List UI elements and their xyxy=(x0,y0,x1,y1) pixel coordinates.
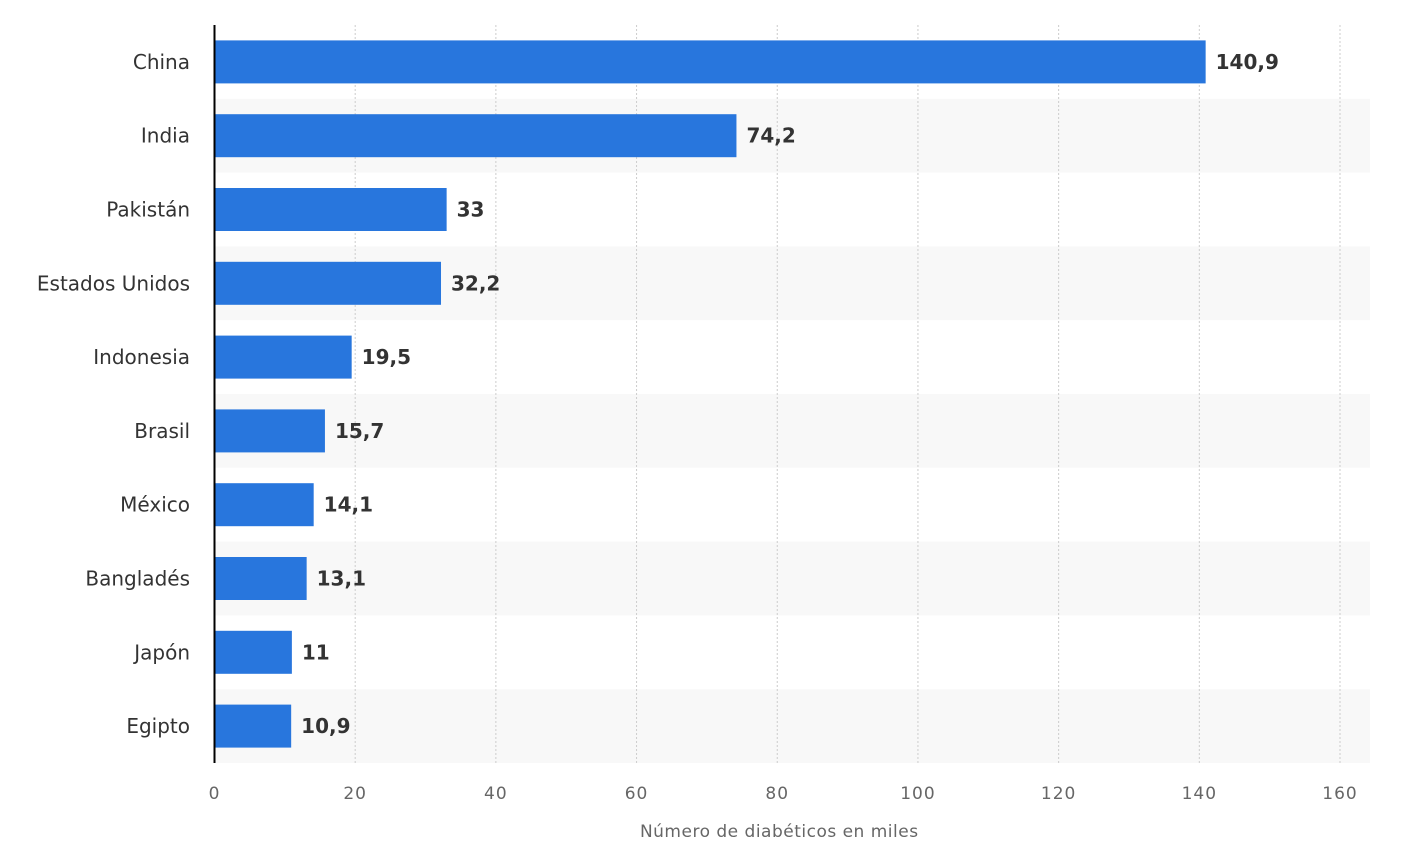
x-tick-label: 100 xyxy=(900,784,935,804)
value-labels: 140,9 74,2 33 32,2 19,5 15,7 14,1 13,1 11 10,9 xyxy=(301,50,1279,738)
x-tick-label: 0 xyxy=(209,784,221,804)
row-band xyxy=(214,541,1370,616)
category-label: Bangladés xyxy=(85,567,190,591)
category-label: Pakistán xyxy=(106,198,190,222)
x-axis-title: Número de diabéticos en miles xyxy=(640,822,919,842)
bar xyxy=(214,114,737,158)
gridlines xyxy=(354,25,1341,763)
x-tick-label: 40 xyxy=(484,784,508,804)
category-label: Japón xyxy=(132,640,190,664)
category-label: China xyxy=(133,50,190,74)
x-tick-label: 140 xyxy=(1182,784,1217,804)
bar xyxy=(214,188,447,231)
category-label: Indonesia xyxy=(93,345,190,369)
bar xyxy=(214,409,325,453)
value-label: 32,2 xyxy=(451,271,500,295)
x-axis-ticks: 0 20 40 60 80 100 120 140 160 xyxy=(209,784,1357,804)
x-tick-label: 160 xyxy=(1322,784,1357,804)
category-label: Brasil xyxy=(134,419,190,443)
bar xyxy=(214,40,1206,84)
value-label: 11 xyxy=(302,640,330,664)
row-band xyxy=(214,689,1370,763)
category-label: India xyxy=(141,124,190,148)
value-label: 19,5 xyxy=(362,345,411,369)
bar xyxy=(214,557,307,600)
category-label: Egipto xyxy=(126,714,190,738)
category-label: Estados Unidos xyxy=(37,271,190,295)
row-bands xyxy=(214,98,1370,763)
category-labels: China India Pakistán Estados Unidos Indonesi… xyxy=(37,50,190,738)
bars xyxy=(214,40,1206,748)
x-tick-label: 60 xyxy=(625,784,649,804)
value-label: 33 xyxy=(457,198,485,222)
value-label: 140,9 xyxy=(1216,50,1279,74)
row-band xyxy=(214,394,1370,468)
value-label: 14,1 xyxy=(324,493,373,517)
value-label: 13,1 xyxy=(317,567,366,591)
value-label: 15,7 xyxy=(335,419,384,443)
x-tick-label: 80 xyxy=(765,784,789,804)
x-tick-label: 20 xyxy=(343,784,367,804)
value-label: 10,9 xyxy=(301,714,350,738)
bar xyxy=(214,630,292,674)
value-label: 74,2 xyxy=(746,124,795,148)
x-tick-label: 120 xyxy=(1041,784,1076,804)
category-label: México xyxy=(120,493,190,517)
bar xyxy=(214,704,292,748)
bar xyxy=(214,335,352,379)
bar xyxy=(214,261,442,305)
bar xyxy=(214,483,314,527)
